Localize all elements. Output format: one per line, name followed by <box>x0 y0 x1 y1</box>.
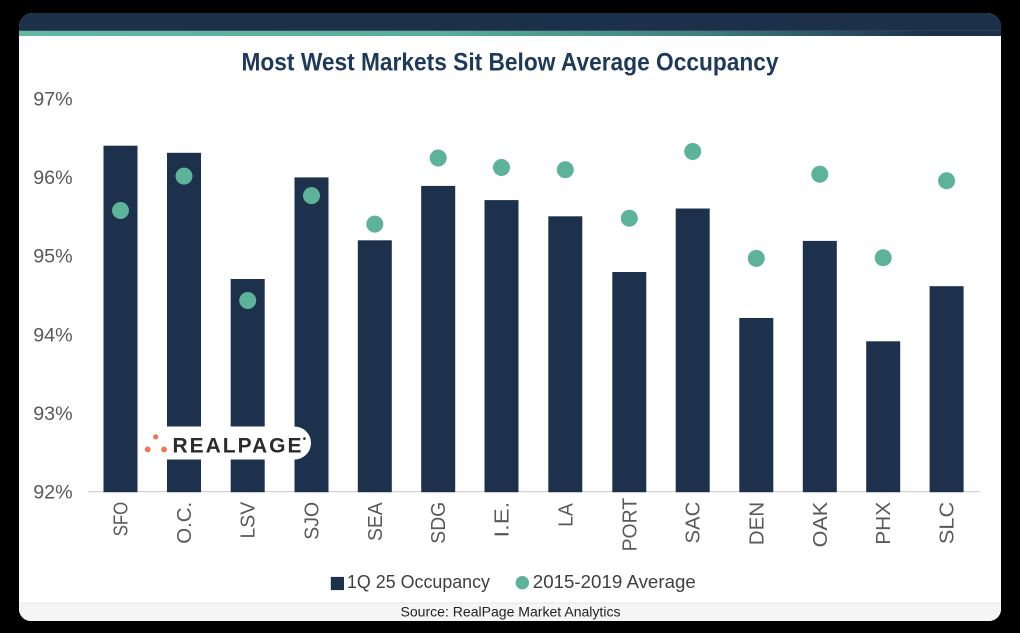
svg-text:2015-2019 Average: 2015-2019 Average <box>533 572 696 592</box>
svg-text:Most West Markets Sit Below Av: Most West Markets Sit Below Average Occu… <box>242 49 779 77</box>
svg-text:PHX: PHX <box>872 501 895 544</box>
svg-text:LA: LA <box>554 503 577 527</box>
svg-text:95%: 95% <box>33 246 72 268</box>
svg-text:93%: 93% <box>33 403 72 425</box>
svg-text:Source: RealPage Market Analyt: Source: RealPage Market Analytics <box>401 604 621 620</box>
svg-text:SEA: SEA <box>364 502 387 541</box>
svg-text:1Q 25 Occupancy: 1Q 25 Occupancy <box>347 572 490 592</box>
svg-text:OAK: OAK <box>809 501 832 547</box>
svg-text:SLC: SLC <box>936 502 959 544</box>
svg-text:SAC: SAC <box>682 502 705 544</box>
svg-text:92%: 92% <box>33 482 72 504</box>
svg-text:PORT: PORT <box>618 497 641 551</box>
svg-text:I.E.: I.E. <box>491 502 514 538</box>
svg-text:REALPAGE: REALPAGE <box>173 435 302 458</box>
svg-text:O.C.: O.C. <box>173 502 196 544</box>
svg-text:SDG: SDG <box>427 502 450 544</box>
svg-text:LSV: LSV <box>237 501 260 538</box>
svg-text:97%: 97% <box>33 89 72 111</box>
svg-text:DEN: DEN <box>745 502 768 546</box>
svg-text:94%: 94% <box>33 324 72 346</box>
svg-text:SJO: SJO <box>301 502 324 540</box>
svg-text:96%: 96% <box>33 167 72 189</box>
svg-text:SFO: SFO <box>110 502 133 537</box>
